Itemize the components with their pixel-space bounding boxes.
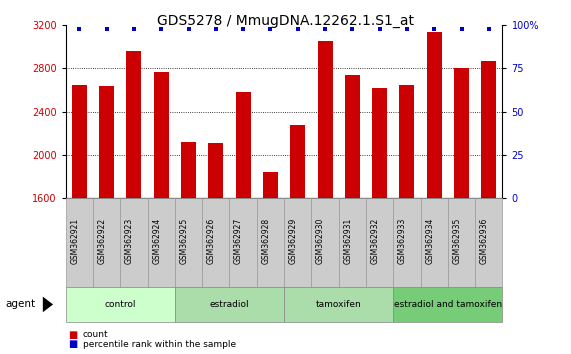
Text: GSM362936: GSM362936 [480,217,489,264]
Text: GSM362927: GSM362927 [234,218,243,264]
Text: GSM362932: GSM362932 [371,218,380,264]
Text: GSM362931: GSM362931 [343,218,352,264]
Bar [208,143,223,198]
Bar [427,32,442,198]
Text: ■: ■ [69,339,78,349]
Bar [481,61,496,198]
Bar [263,172,278,198]
Text: GSM362922: GSM362922 [98,218,107,264]
Bar [236,92,251,198]
Bar [290,125,305,198]
Text: GSM362930: GSM362930 [316,217,325,264]
Text: GDS5278 / MmugDNA.12262.1.S1_at: GDS5278 / MmugDNA.12262.1.S1_at [157,14,414,28]
Text: GSM362923: GSM362923 [125,218,134,264]
Text: agent: agent [6,299,36,309]
Text: count: count [83,330,108,339]
Bar [454,68,469,198]
Text: control: control [104,300,136,309]
Text: ■: ■ [69,330,78,339]
Text: GSM362928: GSM362928 [262,218,271,264]
Text: GSM362925: GSM362925 [179,218,188,264]
Bar [372,88,387,198]
Text: percentile rank within the sample: percentile rank within the sample [83,339,236,349]
Text: GSM362935: GSM362935 [453,217,461,264]
Text: estradiol and tamoxifen: estradiol and tamoxifen [394,300,502,309]
Text: GSM362924: GSM362924 [152,218,161,264]
Text: GSM362934: GSM362934 [425,217,434,264]
Bar [126,51,142,198]
Bar [154,73,168,198]
Text: GSM362929: GSM362929 [289,218,297,264]
Bar [345,75,360,198]
Text: estradiol: estradiol [210,300,250,309]
Text: tamoxifen: tamoxifen [316,300,361,309]
Text: GSM362933: GSM362933 [398,217,407,264]
Bar [72,85,87,198]
Bar [317,41,332,198]
Bar [181,142,196,198]
Bar [99,86,114,198]
Bar [400,85,415,198]
Text: GSM362926: GSM362926 [207,218,216,264]
Text: GSM362921: GSM362921 [70,218,79,264]
